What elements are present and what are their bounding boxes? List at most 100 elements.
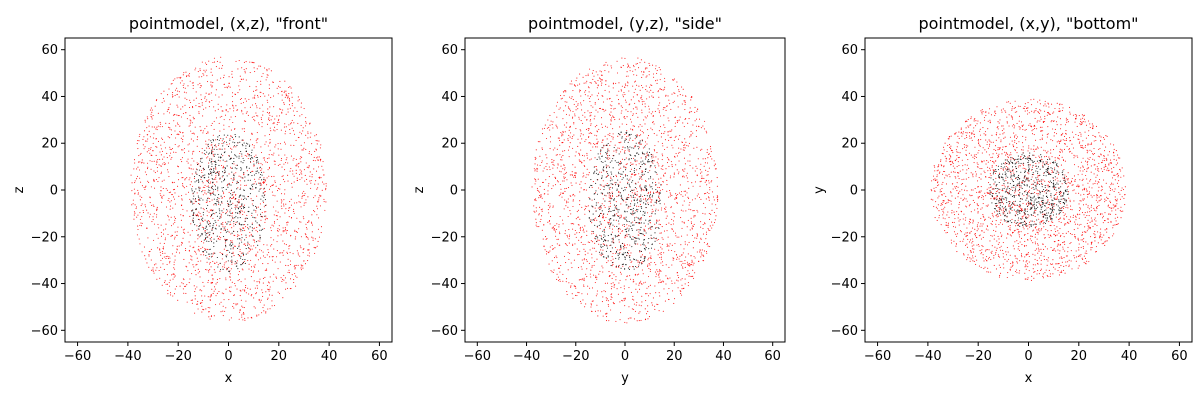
scatter-point — [690, 255, 692, 257]
scatter-point — [196, 215, 198, 217]
scatter-point — [192, 85, 194, 87]
scatter-point — [687, 145, 689, 147]
scatter-point — [609, 114, 611, 116]
scatter-point — [659, 115, 662, 117]
scatter-point — [223, 141, 226, 143]
scatter-point — [165, 188, 167, 190]
scatter-point — [197, 228, 199, 230]
scatter-point — [577, 104, 579, 106]
scatter-point — [637, 291, 639, 293]
scatter-point — [211, 186, 213, 188]
scatter-point — [580, 302, 582, 304]
scatter-point — [569, 125, 571, 127]
scatter-point — [263, 194, 265, 196]
scatter-point — [608, 194, 610, 196]
x-tick-label: −60 — [64, 349, 91, 364]
scatter-point — [241, 305, 243, 307]
scatter-point — [586, 293, 589, 295]
scatter-point — [247, 143, 249, 145]
scatter-point — [620, 203, 622, 205]
scatter-point — [602, 185, 604, 187]
scatter-point — [182, 182, 184, 185]
scatter-point — [221, 171, 224, 173]
scatter-point — [618, 142, 620, 144]
scatter-point — [213, 169, 215, 171]
scatter-point — [302, 127, 304, 129]
scatter-point — [198, 181, 200, 183]
scatter-point — [632, 70, 634, 72]
scatter-point — [620, 214, 622, 216]
scatter-point — [190, 299, 192, 301]
scatter-point — [245, 300, 247, 302]
scatter-point — [699, 172, 702, 174]
scatter-point — [623, 245, 626, 247]
scatter-point — [209, 182, 211, 185]
scatter-point — [572, 244, 574, 246]
scatter-point — [207, 249, 209, 251]
x-tick-label: −20 — [164, 349, 191, 364]
scatter-point — [615, 174, 617, 176]
scatter-point — [307, 254, 309, 256]
scatter-point — [558, 108, 560, 110]
scatter-point — [267, 101, 269, 103]
scatter-point — [262, 110, 264, 112]
scatter-point — [234, 93, 236, 95]
scatter-point — [293, 202, 296, 204]
scatter-point — [563, 173, 565, 175]
scatter-point — [680, 194, 682, 196]
scatter-point — [650, 261, 652, 264]
scatter-point — [233, 225, 235, 227]
scatter-point — [700, 237, 702, 239]
scatter-point — [277, 93, 279, 95]
scatter-point — [633, 299, 635, 301]
scatter-point — [265, 268, 268, 270]
scatter-point — [541, 128, 544, 130]
scatter-point — [215, 203, 217, 205]
scatter-point — [669, 103, 671, 105]
scatter-point — [638, 142, 640, 144]
scatter-point — [175, 125, 177, 127]
scatter-point — [296, 276, 298, 278]
scatter-point — [221, 258, 223, 260]
scatter-point — [699, 181, 701, 183]
scatter-point — [197, 303, 199, 305]
scatter-point — [672, 79, 675, 81]
scatter-point — [654, 285, 656, 287]
scatter-point — [635, 173, 637, 176]
scatter-point — [230, 184, 232, 186]
scatter-point — [584, 213, 586, 215]
scatter-point — [637, 181, 639, 183]
scatter-point — [297, 96, 299, 98]
scatter-point — [177, 185, 179, 187]
scatter-point — [288, 269, 290, 271]
scatter-point — [552, 121, 554, 123]
scatter-point — [225, 277, 227, 279]
scatter-point — [283, 243, 286, 245]
scatter-point — [665, 217, 667, 219]
scatter-point — [268, 119, 270, 121]
scatter-point — [197, 272, 199, 274]
scatter-point — [556, 167, 558, 169]
scatter-point — [614, 246, 617, 249]
scatter-point — [230, 260, 232, 262]
scatter-point — [271, 176, 273, 178]
scatter-point — [239, 187, 242, 189]
scatter-point — [228, 205, 230, 208]
scatter-point — [581, 161, 583, 164]
scatter-point — [251, 149, 253, 151]
scatter-point — [598, 77, 601, 79]
scatter-point — [228, 286, 231, 288]
scatter-point — [594, 242, 596, 244]
scatter-point — [609, 144, 611, 147]
scatter-point — [632, 214, 634, 216]
scatter-point — [661, 158, 663, 161]
scatter-point — [612, 301, 614, 303]
scatter-point — [640, 262, 642, 264]
scatter-point — [293, 279, 295, 281]
scatter-point — [608, 206, 610, 208]
scatter-point — [702, 260, 704, 262]
scatter-point — [204, 230, 207, 232]
scatter-point — [222, 310, 224, 312]
scatter-point — [257, 161, 259, 163]
scatter-point — [261, 179, 263, 181]
